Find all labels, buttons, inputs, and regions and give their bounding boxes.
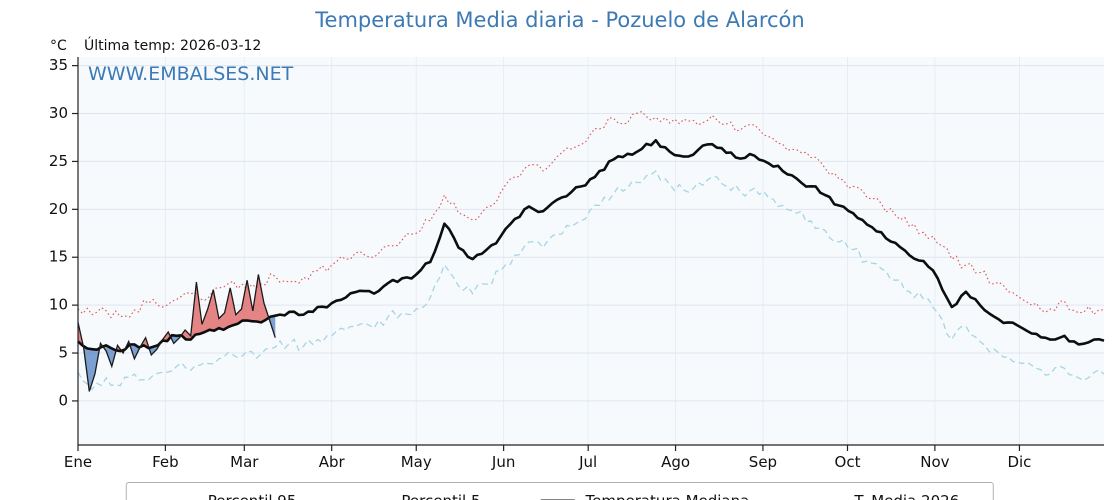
svg-text:Nov: Nov <box>920 453 949 471</box>
svg-text:35: 35 <box>49 56 68 74</box>
svg-text:Oct: Oct <box>835 453 861 471</box>
svg-text:Jul: Jul <box>578 453 597 471</box>
legend-item-percentil-5: Percentil 5 <box>354 492 480 500</box>
temperatura-mediana-line-icon <box>540 499 575 500</box>
svg-text:Jun: Jun <box>491 453 515 471</box>
svg-text:Ago: Ago <box>661 453 690 471</box>
legend-label: Temperatura Mediana <box>585 492 749 500</box>
legend-item-percentil-95: Percentil 95 <box>161 492 297 500</box>
legend-item-temperatura-mediana: Temperatura Mediana <box>538 492 749 500</box>
svg-text:Ene: Ene <box>64 453 92 471</box>
svg-text:20: 20 <box>49 200 68 218</box>
svg-text:Mar: Mar <box>230 453 259 471</box>
svg-text:0: 0 <box>58 391 68 409</box>
percentil-95-line-icon <box>161 495 199 500</box>
legend-item-t-media-2026: T. Media 2026 <box>807 492 959 500</box>
svg-text:Abr: Abr <box>319 453 346 471</box>
y-axis-unit-label: °C <box>50 38 67 54</box>
t-media-2026-line-icon <box>807 495 845 500</box>
legend-label: T. Media 2026 <box>854 492 959 500</box>
svg-text:30: 30 <box>49 104 68 122</box>
percentil-5-line-icon <box>354 495 392 500</box>
legend: Percentil 95 Percentil 5 Temperatura Med… <box>125 482 995 500</box>
legend-label: Percentil 5 <box>401 492 480 500</box>
watermark: WWW.EMBALSES.NET <box>88 63 294 85</box>
svg-text:May: May <box>401 453 432 471</box>
svg-text:25: 25 <box>49 152 68 170</box>
svg-text:Feb: Feb <box>152 453 179 471</box>
svg-text:Dic: Dic <box>1007 453 1031 471</box>
svg-text:10: 10 <box>49 296 68 314</box>
svg-text:15: 15 <box>49 248 68 266</box>
chart-title: Temperatura Media diaria - Pozuelo de Al… <box>315 8 805 32</box>
legend-label: Percentil 95 <box>208 492 297 500</box>
svg-text:5: 5 <box>58 344 68 362</box>
svg-text:Sep: Sep <box>749 453 777 471</box>
last-temp-label: Última temp: 2026-03-12 <box>84 38 262 54</box>
